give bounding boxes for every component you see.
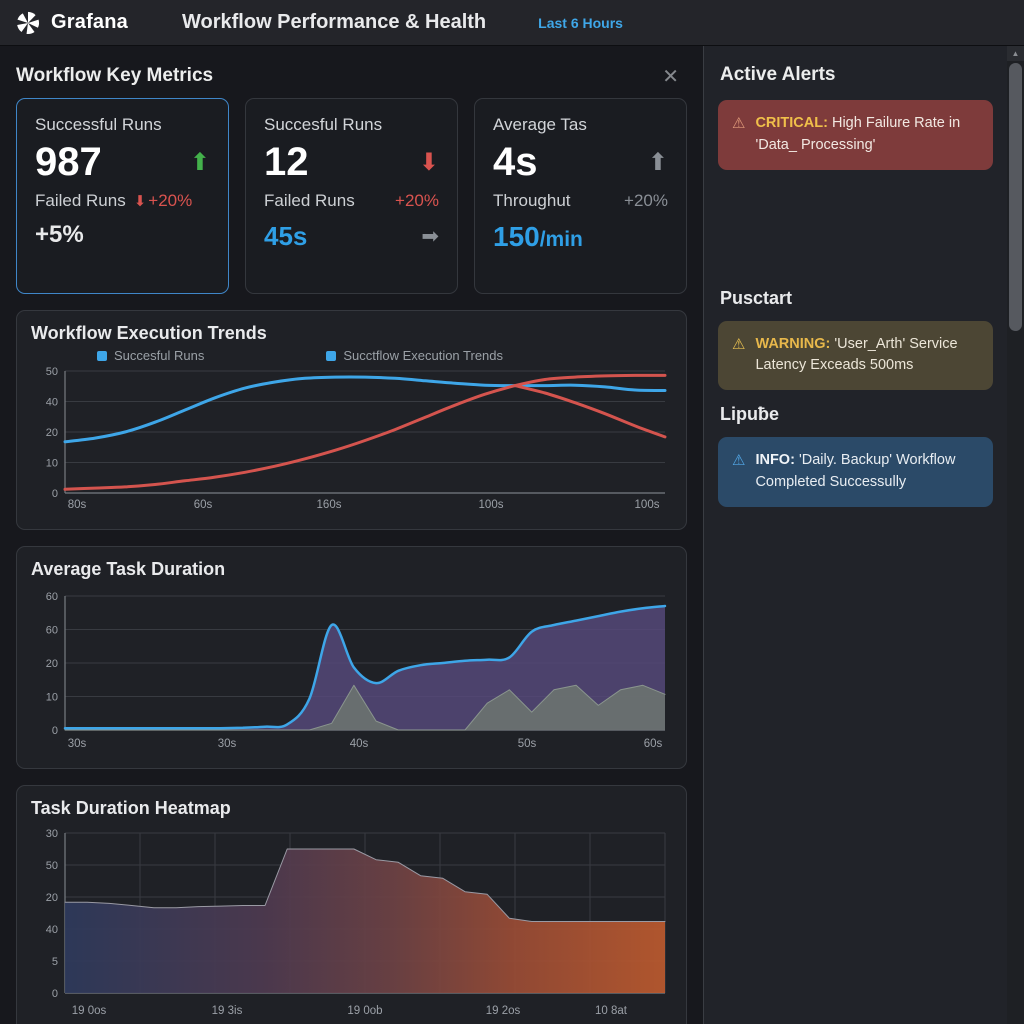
legend-item-execution-trends[interactable]: Succtflow Execution Trends [326, 348, 503, 363]
stat-sub-value: +20% [148, 191, 192, 211]
duration-area-chart: 60 60 20 10 0 30s 30s 40s 50s 60s [31, 584, 672, 756]
legend-item-successful-runs[interactable]: Succesful Runs [97, 348, 204, 363]
panel-task-duration-heatmap: Task Duration Heatmap 305020405019 0os19… [16, 785, 687, 1024]
scrollbar-thumb[interactable] [1009, 63, 1022, 331]
stat-cards-row: Successful Runs 987 ⬆ Failed Runs ⬇ +20%… [16, 98, 687, 294]
svg-text:19 3is: 19 3is [212, 1005, 243, 1017]
trend-flat-icon: ➡ [421, 224, 439, 249]
stat-sub-label: Failed Runs [264, 191, 355, 211]
brand-name: Grafana [51, 11, 128, 34]
svg-text:0: 0 [52, 988, 58, 1000]
svg-text:10 8at: 10 8at [595, 1005, 628, 1017]
dashboard-title: Workflow Performance & Health [182, 11, 486, 34]
metrics-panel-title: Workflow Key Metrics [16, 65, 213, 87]
grafana-logo-icon [14, 9, 42, 37]
alert-critical[interactable]: ⚠ CRITICAL: High Failure Rate in 'Data_ … [718, 100, 993, 170]
trends-line-chart: 50 40 20 10 0 80s 60s 160s 100s 100s [31, 365, 672, 517]
alerts-sidebar: Active Alerts ⚠ CRITICAL: High Failure R… [704, 46, 1007, 1024]
time-range-picker[interactable]: Last 6 Hours [538, 15, 623, 31]
svg-text:0: 0 [52, 488, 58, 500]
stat-card-successful-runs[interactable]: Successful Runs 987 ⬆ Failed Runs ⬇ +20%… [16, 98, 229, 294]
svg-text:5: 5 [52, 956, 58, 968]
stat-sub-label: Throughut [493, 191, 571, 211]
svg-text:20: 20 [46, 427, 58, 439]
svg-text:20: 20 [46, 892, 58, 904]
svg-text:10: 10 [46, 458, 58, 470]
svg-text:40: 40 [46, 397, 58, 409]
warning-triangle-icon: ⚠ [732, 334, 745, 378]
svg-text:50: 50 [46, 366, 58, 378]
svg-text:20: 20 [46, 658, 58, 670]
alert-warning[interactable]: ⚠ WARNING: 'User_Arth' Service Latency E… [718, 321, 993, 391]
vertical-scrollbar[interactable]: ▲ [1007, 46, 1024, 1024]
svg-text:80s: 80s [68, 499, 87, 511]
scroll-up-icon[interactable]: ▲ [1007, 46, 1024, 61]
svg-text:30s: 30s [68, 738, 87, 750]
heatmap-area-chart: 305020405019 0os19 3is19 0ob19 2os10 8at [31, 823, 672, 1023]
svg-text:30s: 30s [218, 738, 237, 750]
svg-text:60s: 60s [644, 738, 663, 750]
svg-text:40: 40 [46, 924, 58, 936]
stat-label: Succesful Runs [264, 115, 439, 135]
stat-card-failed-runs[interactable]: Succesful Runs 12 ⬇ Failed Runs +20% 45s… [245, 98, 458, 294]
main-column: Workflow Key Metrics ✕ Successful Runs 9… [0, 46, 704, 1024]
svg-text:19 0os: 19 0os [72, 1005, 107, 1017]
chart-legend: Succesful Runs Succtflow Execution Trend… [31, 348, 672, 363]
svg-text:10: 10 [46, 692, 58, 704]
legend-swatch-icon [97, 351, 107, 361]
stat-bottom-value: 45s [264, 221, 307, 252]
stat-label: Average Tas [493, 115, 668, 135]
stat-sub-value: +20% [395, 191, 439, 211]
alert-info[interactable]: ⚠ INFO: 'Daily. Backup' Workflow Complet… [718, 437, 993, 507]
panel-title: Task Duration Heatmap [31, 798, 672, 819]
close-icon[interactable]: ✕ [654, 64, 687, 89]
panel-average-task-duration: Average Task Duration 60 60 20 10 0 30s 30s 40s… [16, 546, 687, 769]
sidebar-section-label: Lipuƀe [720, 404, 993, 425]
stat-value: 987 [35, 139, 102, 185]
svg-text:160s: 160s [317, 499, 342, 511]
warning-triangle-icon: ⚠ [732, 113, 745, 157]
sidebar-section-label: Pusctart [720, 288, 993, 309]
stat-bottom-suffix: /min [540, 228, 583, 251]
legend-swatch-icon [326, 351, 336, 361]
trend-down-icon: ⬇ [419, 148, 439, 177]
stat-value: 12 [264, 139, 309, 185]
svg-text:60: 60 [46, 591, 58, 603]
stat-sub-label: Failed Runs [35, 191, 126, 211]
svg-text:60s: 60s [194, 499, 213, 511]
panel-workflow-execution-trends: Workflow Execution Trends Succesful Runs… [16, 310, 687, 530]
alert-severity: WARNING: [755, 336, 830, 352]
alert-text: CRITICAL: High Failure Rate in 'Data_ Pr… [755, 113, 979, 157]
panel-title: Workflow Execution Trends [31, 323, 672, 344]
svg-text:0: 0 [52, 725, 58, 737]
stat-label: Successful Runs [35, 115, 210, 135]
trend-up-icon: ⬆ [648, 148, 668, 177]
panel-title: Average Task Duration [31, 559, 672, 580]
stat-sub-value: +20% [624, 191, 668, 211]
svg-text:19 0ob: 19 0ob [347, 1005, 382, 1017]
stat-value: 4s [493, 139, 538, 185]
trend-down-icon: ⬇ [134, 192, 147, 210]
alert-severity: INFO: [755, 452, 794, 468]
info-triangle-icon: ⚠ [732, 450, 745, 494]
stat-bottom-value: +5% [35, 221, 84, 249]
svg-text:100s: 100s [479, 499, 504, 511]
alert-text: WARNING: 'User_Arth' Service Latency Exc… [755, 334, 979, 378]
svg-text:50: 50 [46, 860, 58, 872]
alert-text: INFO: 'Daily. Backup' Workflow Completed… [755, 450, 979, 494]
svg-text:30: 30 [46, 828, 58, 840]
metrics-panel-header: Workflow Key Metrics ✕ [16, 54, 687, 98]
trend-up-icon: ⬆ [190, 148, 210, 177]
svg-text:50s: 50s [518, 738, 537, 750]
alerts-title: Active Alerts [720, 64, 993, 86]
svg-text:19 2os: 19 2os [486, 1005, 521, 1017]
svg-text:60: 60 [46, 625, 58, 637]
stat-card-average-task[interactable]: Average Tas 4s ⬆ Throughut +20% 150/min [474, 98, 687, 294]
alert-severity: CRITICAL: [755, 115, 828, 131]
top-nav: Grafana Workflow Performance & Health La… [0, 0, 1024, 46]
svg-text:100s: 100s [635, 499, 660, 511]
stat-bottom-value: 150 [493, 221, 540, 252]
svg-text:40s: 40s [350, 738, 369, 750]
